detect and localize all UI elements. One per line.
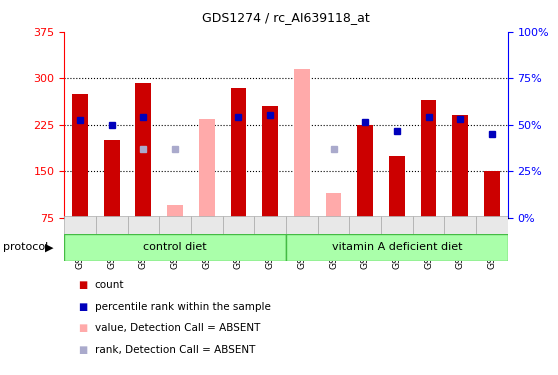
Bar [167, 205, 183, 218]
Text: count: count [95, 280, 124, 290]
Text: control diet: control diet [143, 243, 207, 252]
Bar [286, 234, 508, 261]
Bar [136, 83, 151, 218]
Bar [318, 216, 349, 234]
Text: vitamin A deficient diet: vitamin A deficient diet [331, 243, 462, 252]
Bar [128, 216, 159, 234]
Bar [72, 94, 88, 218]
Bar [294, 69, 310, 218]
Bar [476, 216, 508, 234]
Text: ■: ■ [78, 345, 88, 355]
Bar [349, 216, 381, 234]
Bar [381, 216, 413, 234]
Text: ■: ■ [78, 280, 88, 290]
Text: rank, Detection Call = ABSENT: rank, Detection Call = ABSENT [95, 345, 255, 355]
Bar [64, 234, 286, 261]
Text: GDS1274 / rc_AI639118_at: GDS1274 / rc_AI639118_at [202, 11, 370, 24]
Bar [230, 88, 247, 218]
Bar [223, 216, 254, 234]
Bar [453, 116, 468, 218]
Bar [413, 216, 444, 234]
Bar [159, 216, 191, 234]
Bar [254, 216, 286, 234]
Text: ▶: ▶ [45, 243, 53, 252]
Bar [191, 216, 223, 234]
Bar [444, 216, 476, 234]
Bar [262, 106, 278, 218]
Bar [96, 216, 128, 234]
Bar [421, 100, 436, 218]
Bar [357, 124, 373, 217]
Text: ■: ■ [78, 324, 88, 333]
Bar [325, 193, 341, 217]
Text: value, Detection Call = ABSENT: value, Detection Call = ABSENT [95, 324, 260, 333]
Text: protocol: protocol [3, 243, 48, 252]
Bar [104, 140, 119, 218]
Bar [389, 156, 405, 218]
Bar [199, 118, 215, 218]
Bar [484, 171, 500, 217]
Bar [64, 216, 96, 234]
Bar [286, 216, 318, 234]
Text: percentile rank within the sample: percentile rank within the sample [95, 302, 271, 312]
Text: ■: ■ [78, 302, 88, 312]
